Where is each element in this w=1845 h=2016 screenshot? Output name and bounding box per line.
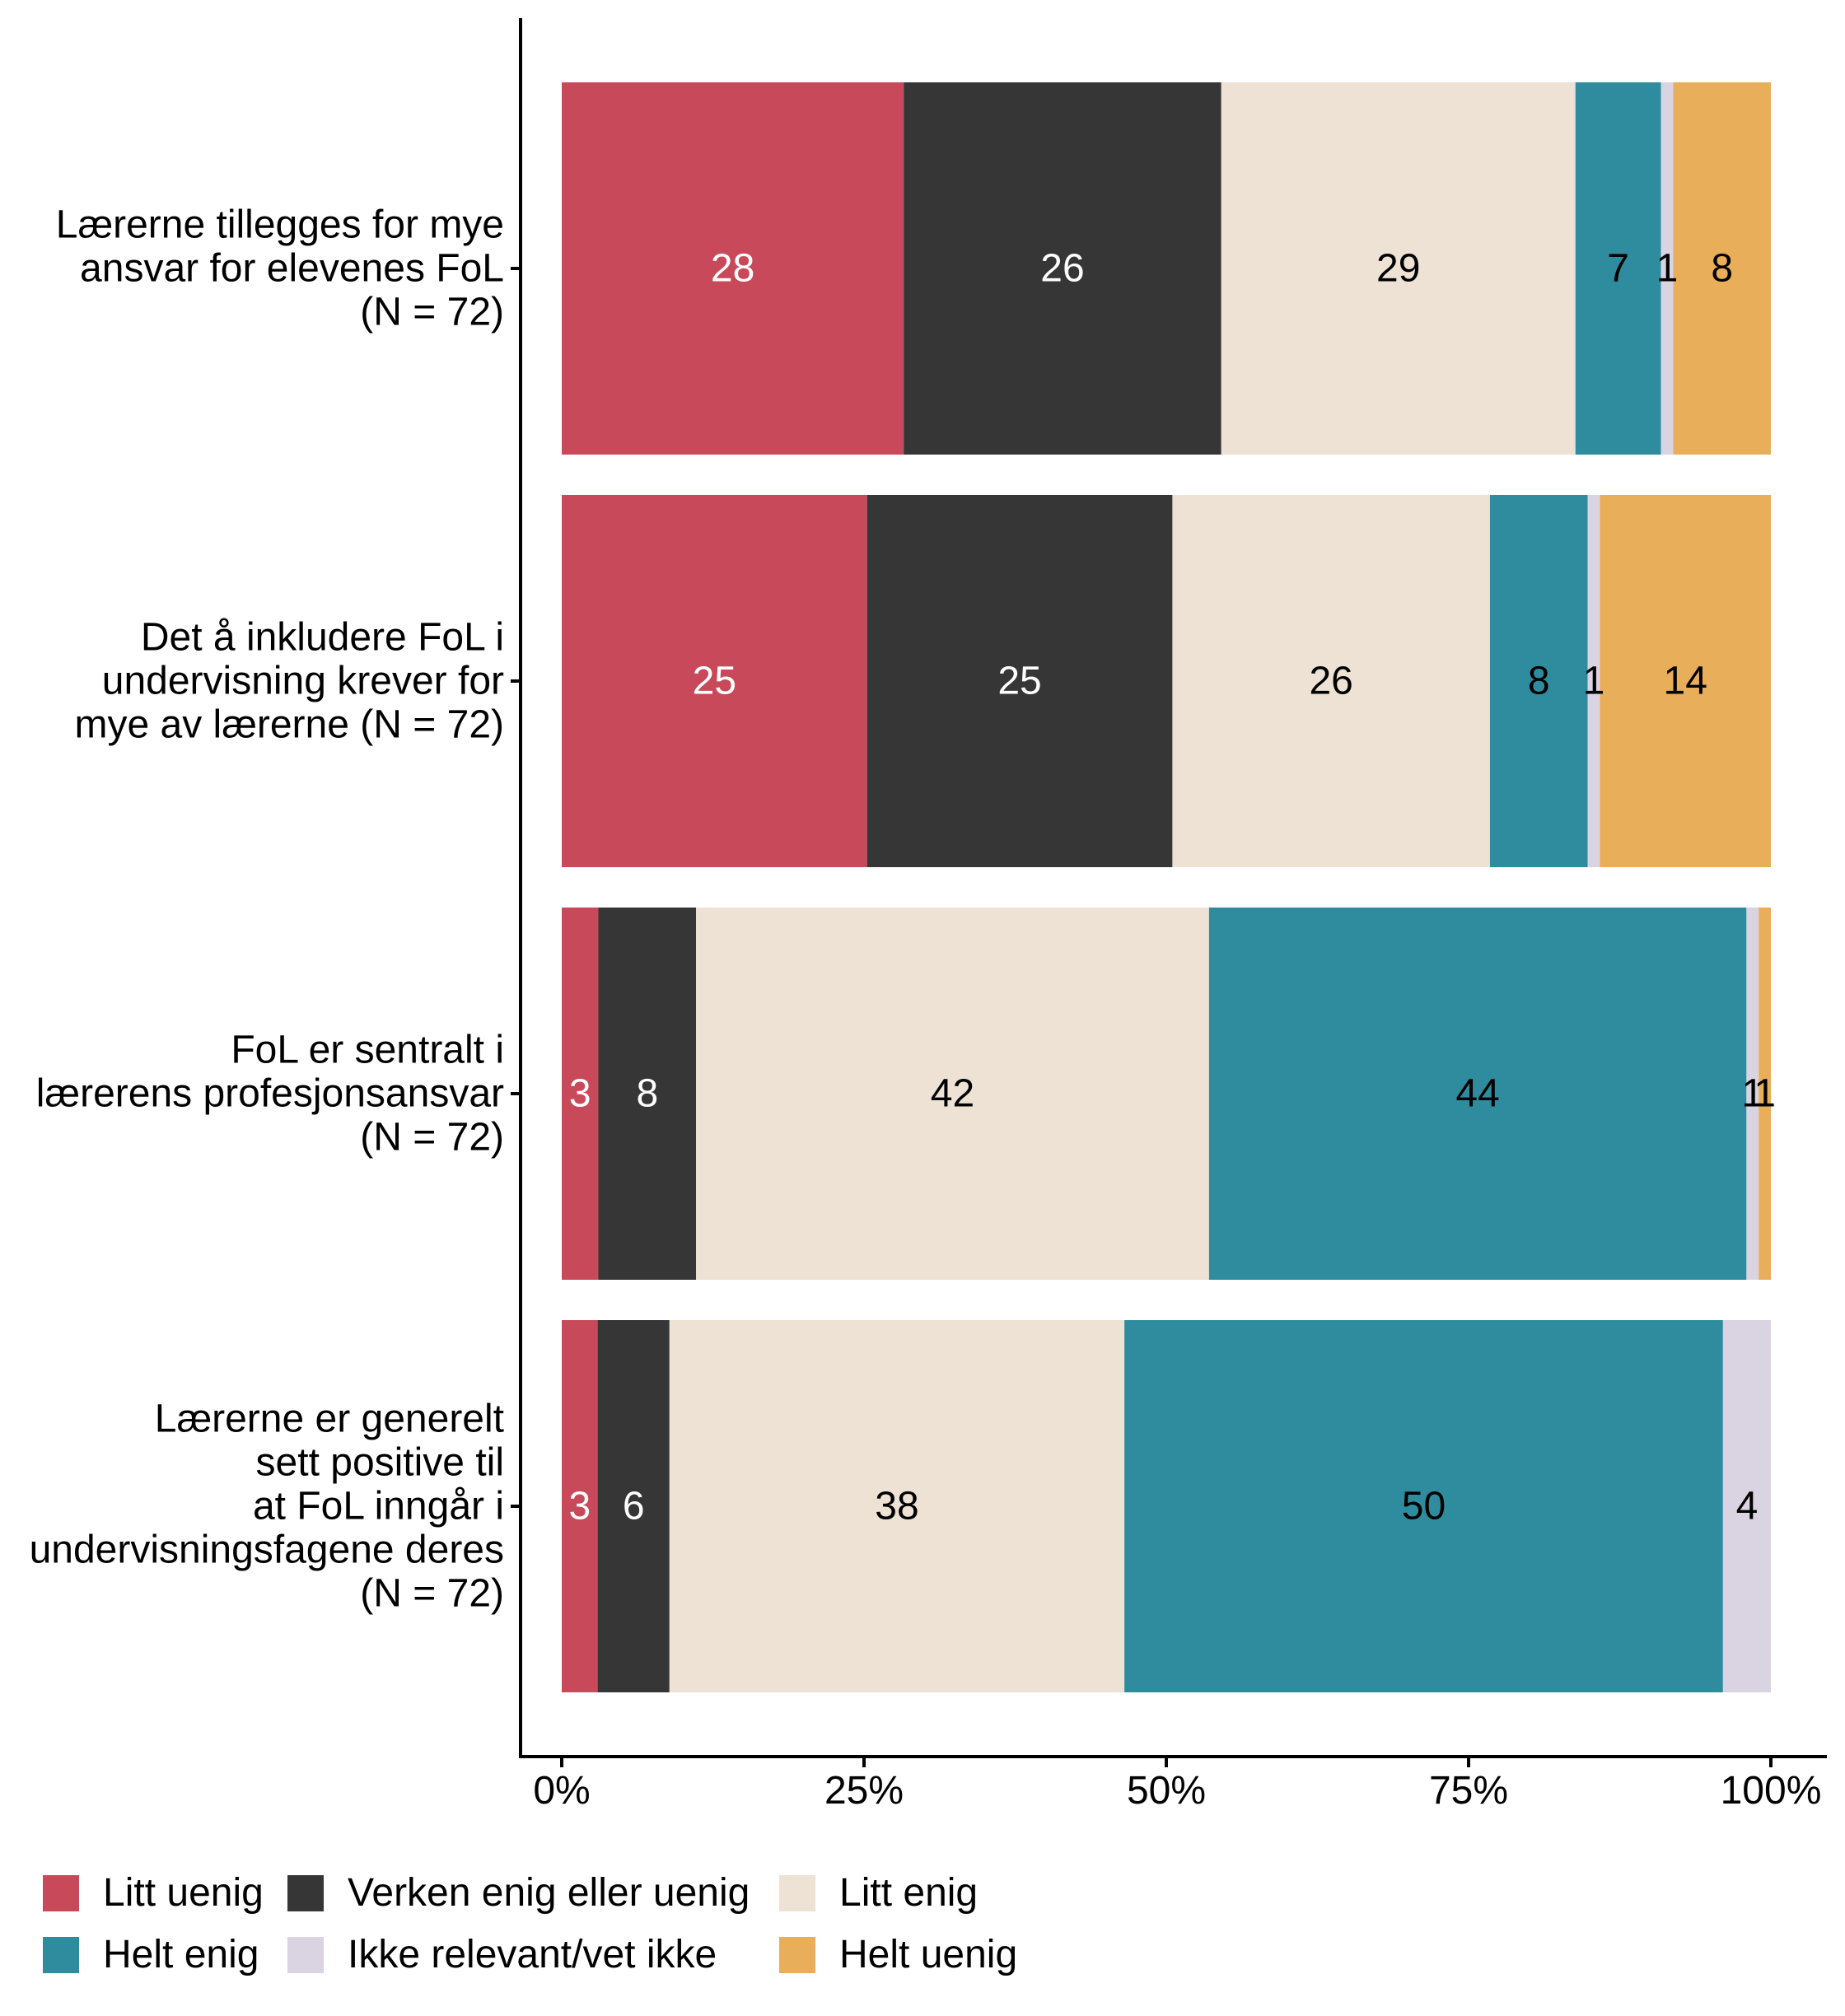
- legend-label: Litt uenig: [103, 1871, 264, 1915]
- bar-segment: [696, 908, 1209, 1280]
- legend-swatch: [43, 1875, 79, 1911]
- bar-value-label: 4: [1736, 1485, 1759, 1528]
- bar-value-label: 7: [1607, 247, 1629, 291]
- legend-label: Helt uenig: [839, 1933, 1018, 1976]
- bar-value-label: 1: [1656, 247, 1679, 291]
- legend-item: Ikke relevant/vet ikke: [287, 1933, 717, 1976]
- stacked-bar-chart: 28 26 29 7 1 825 25 26 8 1 143 8 42 44 113 6 38 50 4 0% 25%…: [511, 18, 1827, 1813]
- x-tick-label: 50%: [1127, 1769, 1206, 1813]
- x-ticks: 0% 25% 50% 75% 100%: [533, 1757, 1821, 1813]
- x-tick-label: 0%: [533, 1769, 590, 1813]
- bar-value-label: 42: [931, 1072, 974, 1116]
- bar-value-label: 28: [711, 247, 754, 291]
- legend-label: Litt enig: [839, 1871, 979, 1915]
- bar-segment: [1124, 1320, 1723, 1692]
- bar-segment: [1172, 495, 1490, 867]
- bar-segment: [1575, 82, 1661, 455]
- legend-item: Verken enig eller uenig: [287, 1871, 750, 1915]
- y-tick-label: Lærerne er generelt sett positive til at…: [29, 1397, 504, 1616]
- bar-segment: [1759, 908, 1771, 1280]
- bar-segment: [1673, 82, 1771, 455]
- bar-value-label: 1: [1741, 1072, 1763, 1116]
- legend-swatch: [779, 1937, 815, 1973]
- bar-segment: [1489, 495, 1588, 867]
- bar-labels-layer: 28 26 29 7 1 825 25 26 8 1 143 8 42 44 113 6 38 50 4: [568, 247, 1775, 1528]
- bar-segment: [1746, 908, 1759, 1280]
- bar-segment: [866, 495, 1173, 867]
- bar-value-label: 44: [1455, 1072, 1499, 1116]
- bar-segment: [562, 908, 599, 1280]
- y-ticks: [511, 267, 521, 1508]
- bar-value-label: 38: [875, 1485, 918, 1528]
- bar-segment: [1722, 1320, 1771, 1692]
- legend-swatch: [287, 1937, 324, 1973]
- bar-segment: [562, 82, 904, 455]
- bar-segment: [597, 1320, 670, 1692]
- y-tick-label: Lærerne tillegges for mye ansvar for ele…: [55, 203, 504, 334]
- x-tick-label: 25%: [824, 1769, 904, 1813]
- bar-segment: [562, 495, 867, 867]
- legend-item: Litt enig: [779, 1871, 979, 1915]
- bar-value-label: 14: [1664, 660, 1707, 703]
- bar-value-label: 29: [1376, 247, 1420, 291]
- bar-value-label: 1: [1583, 660, 1605, 703]
- legend-swatch: [779, 1875, 815, 1911]
- bar-value-label: 3: [568, 1485, 591, 1528]
- bar-value-label: 6: [623, 1485, 645, 1528]
- bar-segment: [1587, 495, 1600, 867]
- legend-label: Verken enig eller uenig: [348, 1871, 750, 1915]
- bar-segment: [562, 1320, 598, 1692]
- y-tick-label: FoL er sentralt i lærerens profesjonsans…: [35, 1028, 504, 1160]
- x-tick-label: 75%: [1429, 1769, 1508, 1813]
- legend-swatch: [287, 1875, 324, 1911]
- bar-segment: [1221, 82, 1576, 455]
- bar-value-label: 1: [1754, 1072, 1776, 1116]
- bar-segment: [904, 82, 1221, 455]
- legend-label: Helt enig: [103, 1933, 259, 1976]
- bar-value-label: 26: [1040, 247, 1084, 291]
- legend-item: Helt uenig: [779, 1933, 1018, 1976]
- bar-value-label: 25: [693, 660, 736, 703]
- bar-value-label: 3: [569, 1072, 591, 1116]
- legend-label: Ikke relevant/vet ikke: [348, 1933, 717, 1976]
- bar-value-label: 8: [636, 1072, 658, 1116]
- legend-item: Helt enig: [43, 1933, 259, 1976]
- bars-layer: [562, 82, 1771, 1692]
- bar-segment: [1660, 82, 1674, 455]
- bar-value-label: 8: [1711, 247, 1733, 291]
- bar-segment: [1208, 908, 1747, 1280]
- y-tick-label: Det å inkludere FoL i undervisning kreve…: [74, 615, 504, 747]
- bar-segment: [1600, 495, 1771, 867]
- bar-value-label: 8: [1528, 660, 1550, 703]
- legend-swatch: [43, 1937, 79, 1973]
- bar-value-label: 50: [1402, 1485, 1446, 1528]
- x-tick-label: 100%: [1721, 1769, 1822, 1813]
- bar-value-label: 26: [1309, 660, 1352, 703]
- bar-segment: [598, 908, 697, 1280]
- bar-value-label: 25: [997, 660, 1041, 703]
- bar-segment: [669, 1320, 1125, 1692]
- legend-item: Litt uenig: [43, 1871, 264, 1915]
